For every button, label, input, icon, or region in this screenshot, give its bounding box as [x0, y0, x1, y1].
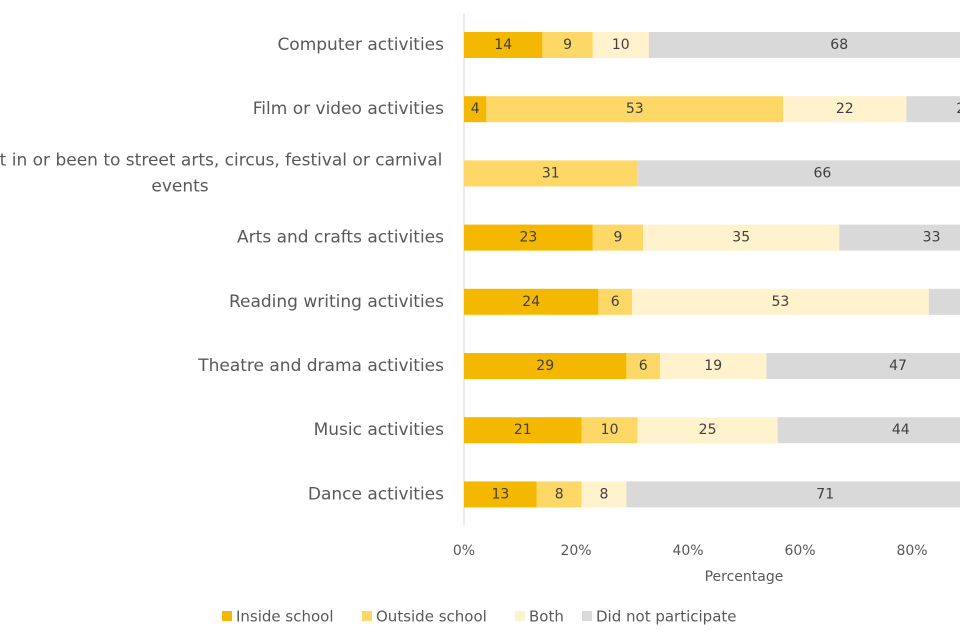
legend-swatch — [582, 611, 592, 621]
data-label: 33 — [923, 230, 941, 246]
bar-segment — [486, 96, 784, 123]
category-label: Arts and crafts activities — [237, 228, 444, 248]
x-tick-label: 40% — [672, 543, 703, 559]
data-label: 23 — [519, 230, 537, 246]
x-tick-label: 60% — [784, 543, 815, 559]
data-label: 6 — [639, 358, 648, 374]
legend-swatch — [362, 611, 372, 621]
bar-segment — [637, 160, 960, 187]
data-label: 10 — [601, 422, 619, 438]
data-label: 9 — [563, 37, 572, 53]
category-label: Computer activities — [277, 35, 444, 55]
bar-segment — [839, 224, 960, 251]
bar-segment — [648, 32, 960, 58]
x-tick-label: 80% — [896, 543, 927, 559]
category-label: Taken part in or been to street arts, ci… — [0, 150, 442, 196]
data-label: 8 — [600, 486, 609, 502]
bar-segment — [766, 353, 960, 379]
data-label: 13 — [491, 486, 509, 502]
data-label: 29 — [536, 358, 554, 374]
x-tick-label: 20% — [560, 543, 591, 559]
x-tick-label: 0% — [453, 543, 475, 559]
bar-segment — [777, 417, 960, 444]
bar-segment — [464, 224, 593, 251]
data-label: 25 — [699, 422, 717, 438]
data-label: 22 — [836, 101, 854, 117]
legend-label: Inside school — [236, 608, 334, 626]
category-label: Film or video activities — [253, 99, 444, 119]
bar-segment — [626, 481, 960, 508]
data-label: 53 — [626, 101, 644, 117]
data-label: 44 — [892, 422, 910, 438]
data-label: 9 — [614, 230, 623, 246]
bar-segment — [464, 288, 599, 315]
bar-segment — [464, 160, 638, 187]
category-label: Theatre and drama activities — [197, 356, 444, 376]
bar-segment — [637, 417, 778, 444]
data-label: 47 — [889, 358, 907, 374]
data-label: 21 — [514, 422, 532, 438]
legend-label: Did not participate — [596, 608, 737, 626]
data-label: 8 — [555, 486, 564, 502]
data-label: 66 — [813, 165, 831, 181]
legend-label: Both — [529, 608, 564, 626]
data-label: 14 — [494, 37, 512, 53]
bar-segment — [464, 96, 487, 123]
data-label: 71 — [816, 486, 834, 502]
bar-segment — [643, 224, 840, 251]
bar-segment — [928, 288, 960, 315]
data-label: 4 — [471, 101, 480, 117]
data-label: 35 — [732, 230, 750, 246]
legend-label: Outside school — [376, 608, 487, 626]
category-label: Dance activities — [308, 484, 444, 504]
x-axis-label: Percentage — [705, 569, 784, 585]
bar-segment — [783, 96, 907, 123]
bar-segment — [592, 224, 644, 251]
bar-segment — [542, 32, 593, 58]
bar-segment — [598, 288, 632, 315]
bar-segment — [660, 353, 767, 379]
bar-segment — [536, 481, 582, 508]
legend-swatch — [222, 611, 232, 621]
bar-segment — [592, 32, 649, 58]
bar-segment — [626, 353, 660, 379]
bar-segment — [464, 353, 627, 379]
bar-segment — [581, 417, 638, 444]
bar-segment — [906, 96, 960, 123]
data-label: 6 — [611, 294, 620, 310]
legend-swatch — [515, 611, 525, 621]
category-label: Music activities — [314, 420, 445, 440]
bar-segment — [581, 481, 627, 508]
data-label: 31 — [542, 165, 560, 181]
data-label: 53 — [771, 294, 789, 310]
bar-segment — [464, 417, 582, 444]
data-label: 24 — [522, 294, 540, 310]
data-label: 19 — [704, 358, 722, 374]
data-label: 10 — [612, 37, 630, 53]
bar-segment — [632, 288, 929, 315]
data-label: 21 — [956, 101, 960, 117]
bar-segment — [464, 481, 537, 508]
bar-segment — [464, 32, 543, 58]
data-label: 68 — [830, 37, 848, 53]
category-label: Reading writing activities — [229, 292, 444, 312]
